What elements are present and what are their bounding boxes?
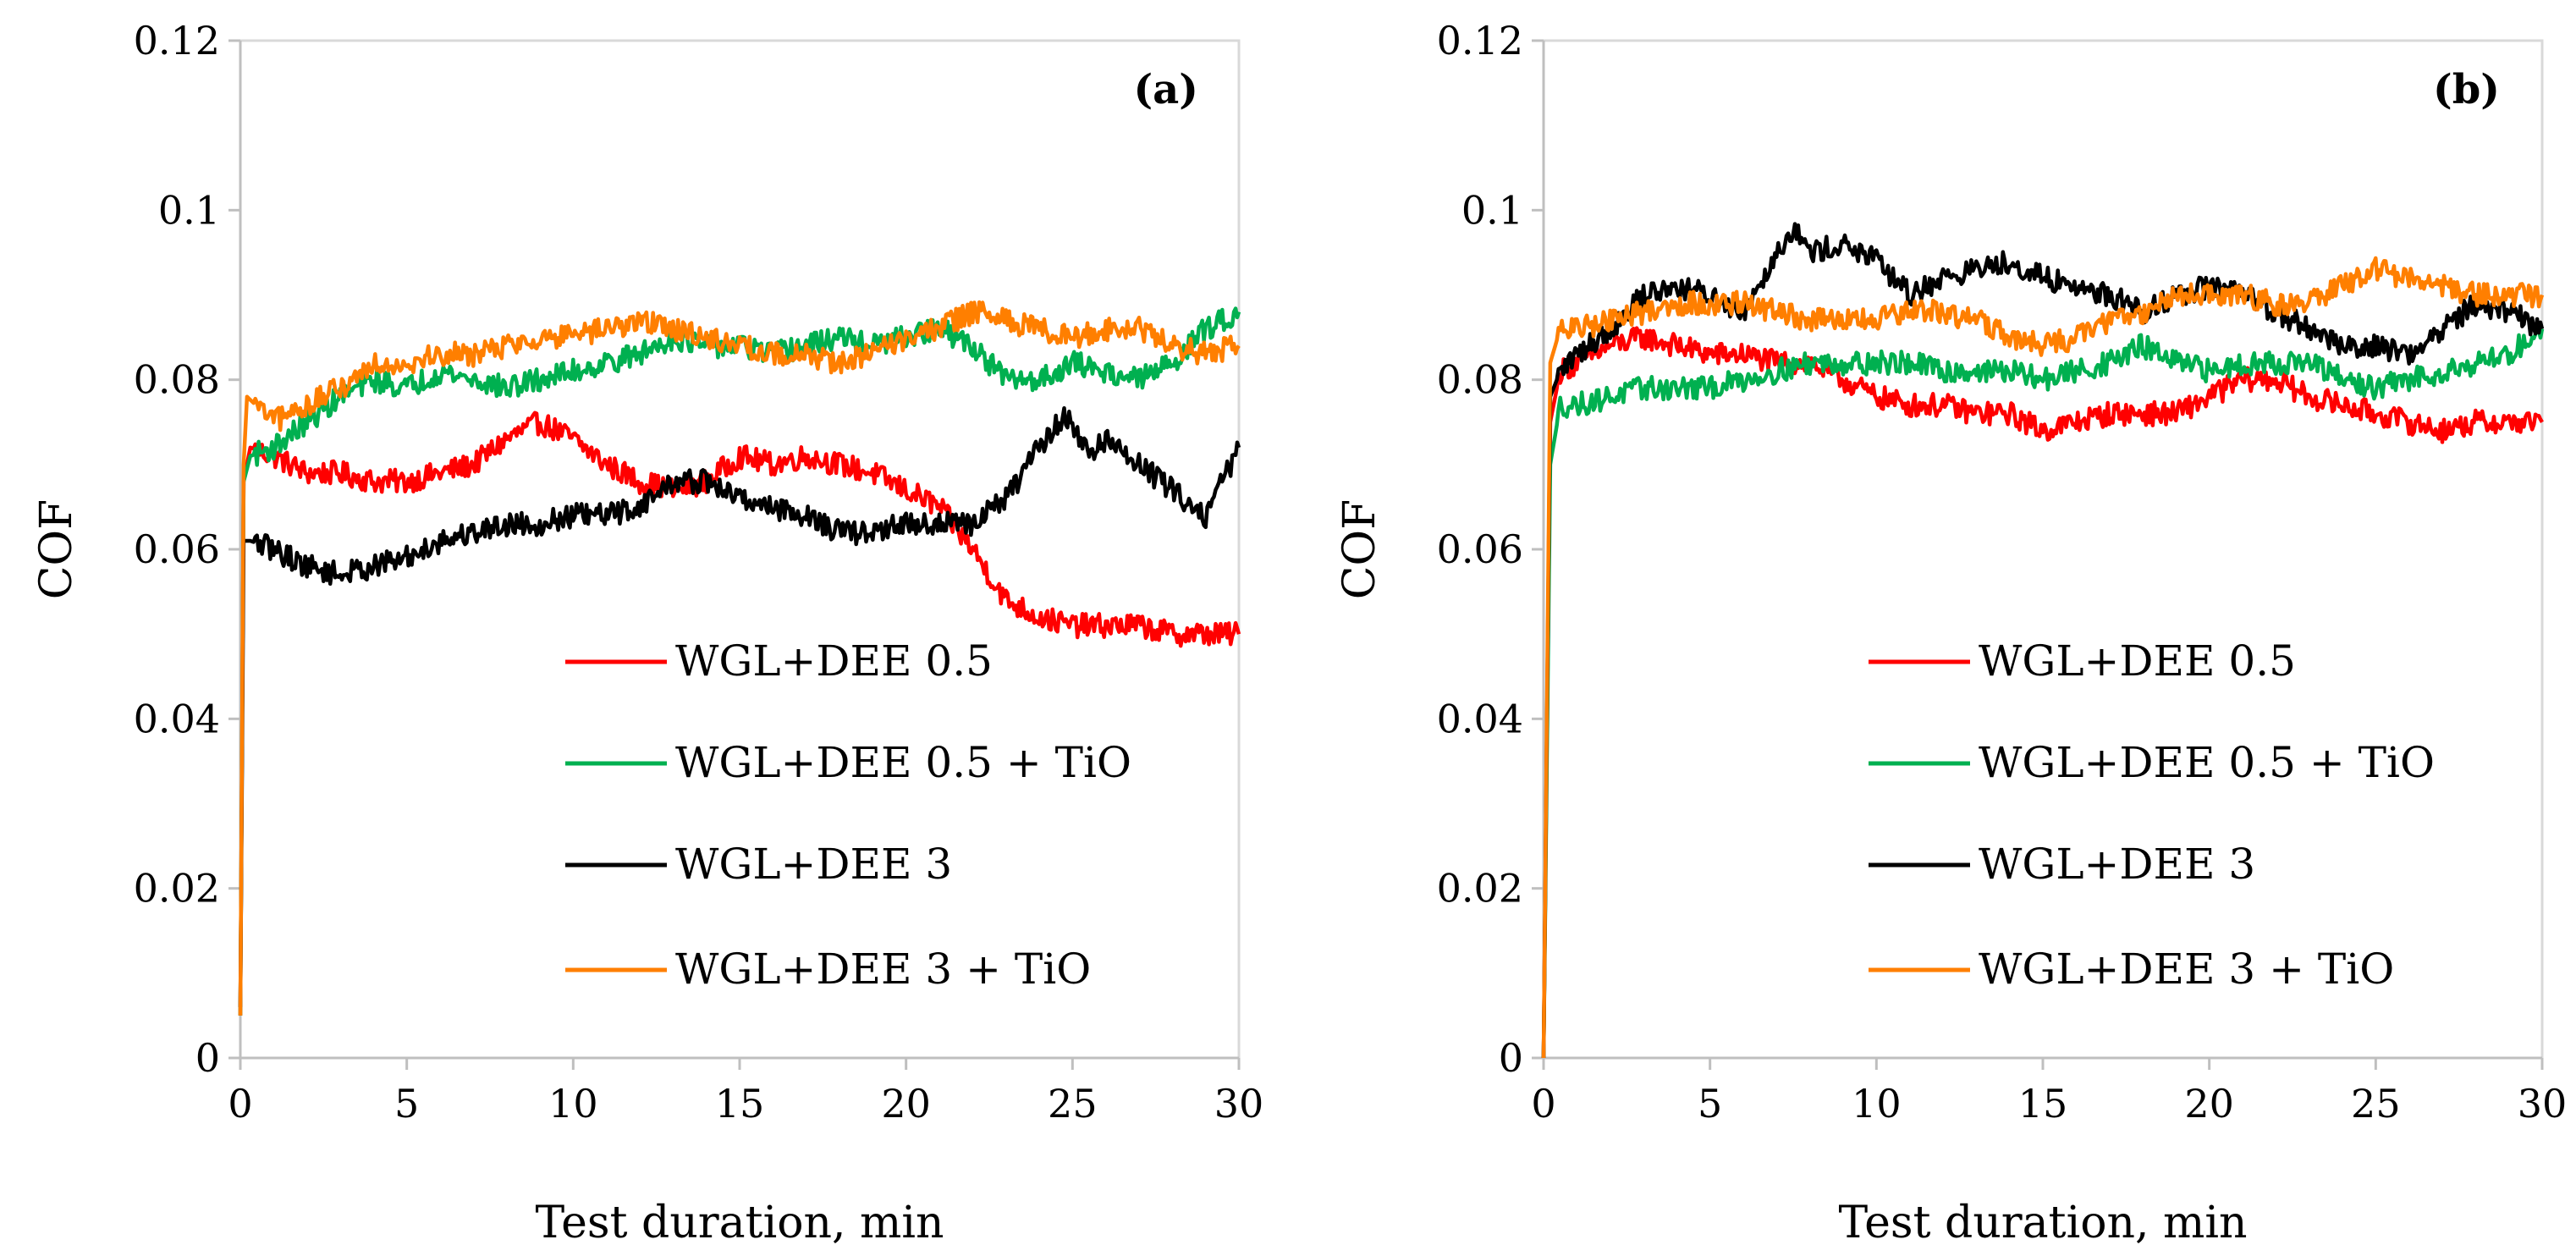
x-tick-label: 30 xyxy=(2518,1081,2568,1127)
legend-label: WGL+DEE 3 xyxy=(1979,840,2255,889)
x-tick-label: 25 xyxy=(1048,1081,1098,1127)
y-tick-label: 0.1 xyxy=(1461,187,1523,233)
x-tick-label: 15 xyxy=(715,1081,765,1127)
y-tick-label: 0.08 xyxy=(1437,357,1523,403)
y-tick-label: 0.06 xyxy=(1437,526,1523,572)
legend-label: WGL+DEE 0.5 xyxy=(1979,636,2296,686)
y-tick-label: 0.12 xyxy=(1437,18,1523,63)
series-line-2 xyxy=(1541,323,2545,1059)
x-tick-label: 5 xyxy=(1698,1081,1722,1127)
x-tick-label: 10 xyxy=(1852,1081,1902,1127)
y-tick-label: 0 xyxy=(1499,1035,1523,1081)
x-tick-label: 20 xyxy=(2184,1081,2234,1127)
y-tick-label: 0.02 xyxy=(1437,866,1523,912)
y-tick-label: 0.04 xyxy=(1437,696,1523,741)
legend-label: WGL+DEE 0.5 + TiO xyxy=(1979,738,2435,787)
y-tick-label: 0.02 xyxy=(134,866,220,912)
series-line-4 xyxy=(1541,256,2545,1059)
legend-label: WGL+DEE 3 + TiO xyxy=(675,945,1091,994)
y-tick-label: 0.04 xyxy=(134,696,220,741)
legend-label: WGL+DEE 0.5 + TiO xyxy=(675,738,1131,787)
legend-label: WGL+DEE 3 + TiO xyxy=(1979,945,2394,994)
x-tick-label: 5 xyxy=(394,1081,419,1127)
series-line-4 xyxy=(238,300,1241,1016)
legend-label: WGL+DEE 0.5 xyxy=(675,636,993,686)
x-tick-label: 25 xyxy=(2351,1081,2401,1127)
x-tick-label: 0 xyxy=(228,1081,252,1127)
y-tick-label: 0.06 xyxy=(134,526,220,572)
panel-label: (b) xyxy=(2433,66,2500,113)
x-tick-label: 10 xyxy=(548,1081,598,1127)
x-tick-label: 20 xyxy=(881,1081,931,1127)
y-tick-label: 0 xyxy=(195,1035,220,1081)
chart-panel-a: 0 0.02 0.04 0.06 0.08 0.1 0.12 0 5 10 15 20 25 30 Test… xyxy=(31,18,1263,1248)
y-tick-label: 0.12 xyxy=(134,18,220,63)
y-axis-title: COF xyxy=(1335,499,1385,600)
y-tick-label: 0.08 xyxy=(134,357,220,403)
x-tick-label: 30 xyxy=(1214,1081,1264,1127)
y-tick-label: 0.1 xyxy=(158,187,220,233)
x-tick-label: 0 xyxy=(1531,1081,1555,1127)
series-line-1 xyxy=(238,410,1241,1016)
series-line-3 xyxy=(238,405,1241,1007)
legend-label: WGL+DEE 3 xyxy=(675,840,952,889)
x-axis-title: Test duration, min xyxy=(536,1198,944,1248)
chart-panel-b: 0 0.02 0.04 0.06 0.08 0.1 0.12 0 5 10 15 20 25 30 Test… xyxy=(1335,18,2567,1248)
series-line-1 xyxy=(1541,326,2544,1059)
panel-label: (a) xyxy=(1133,66,1198,113)
x-axis-title: Test duration, min xyxy=(1839,1198,2248,1248)
y-axis-title: COF xyxy=(31,499,82,600)
x-tick-label: 15 xyxy=(2018,1081,2068,1127)
